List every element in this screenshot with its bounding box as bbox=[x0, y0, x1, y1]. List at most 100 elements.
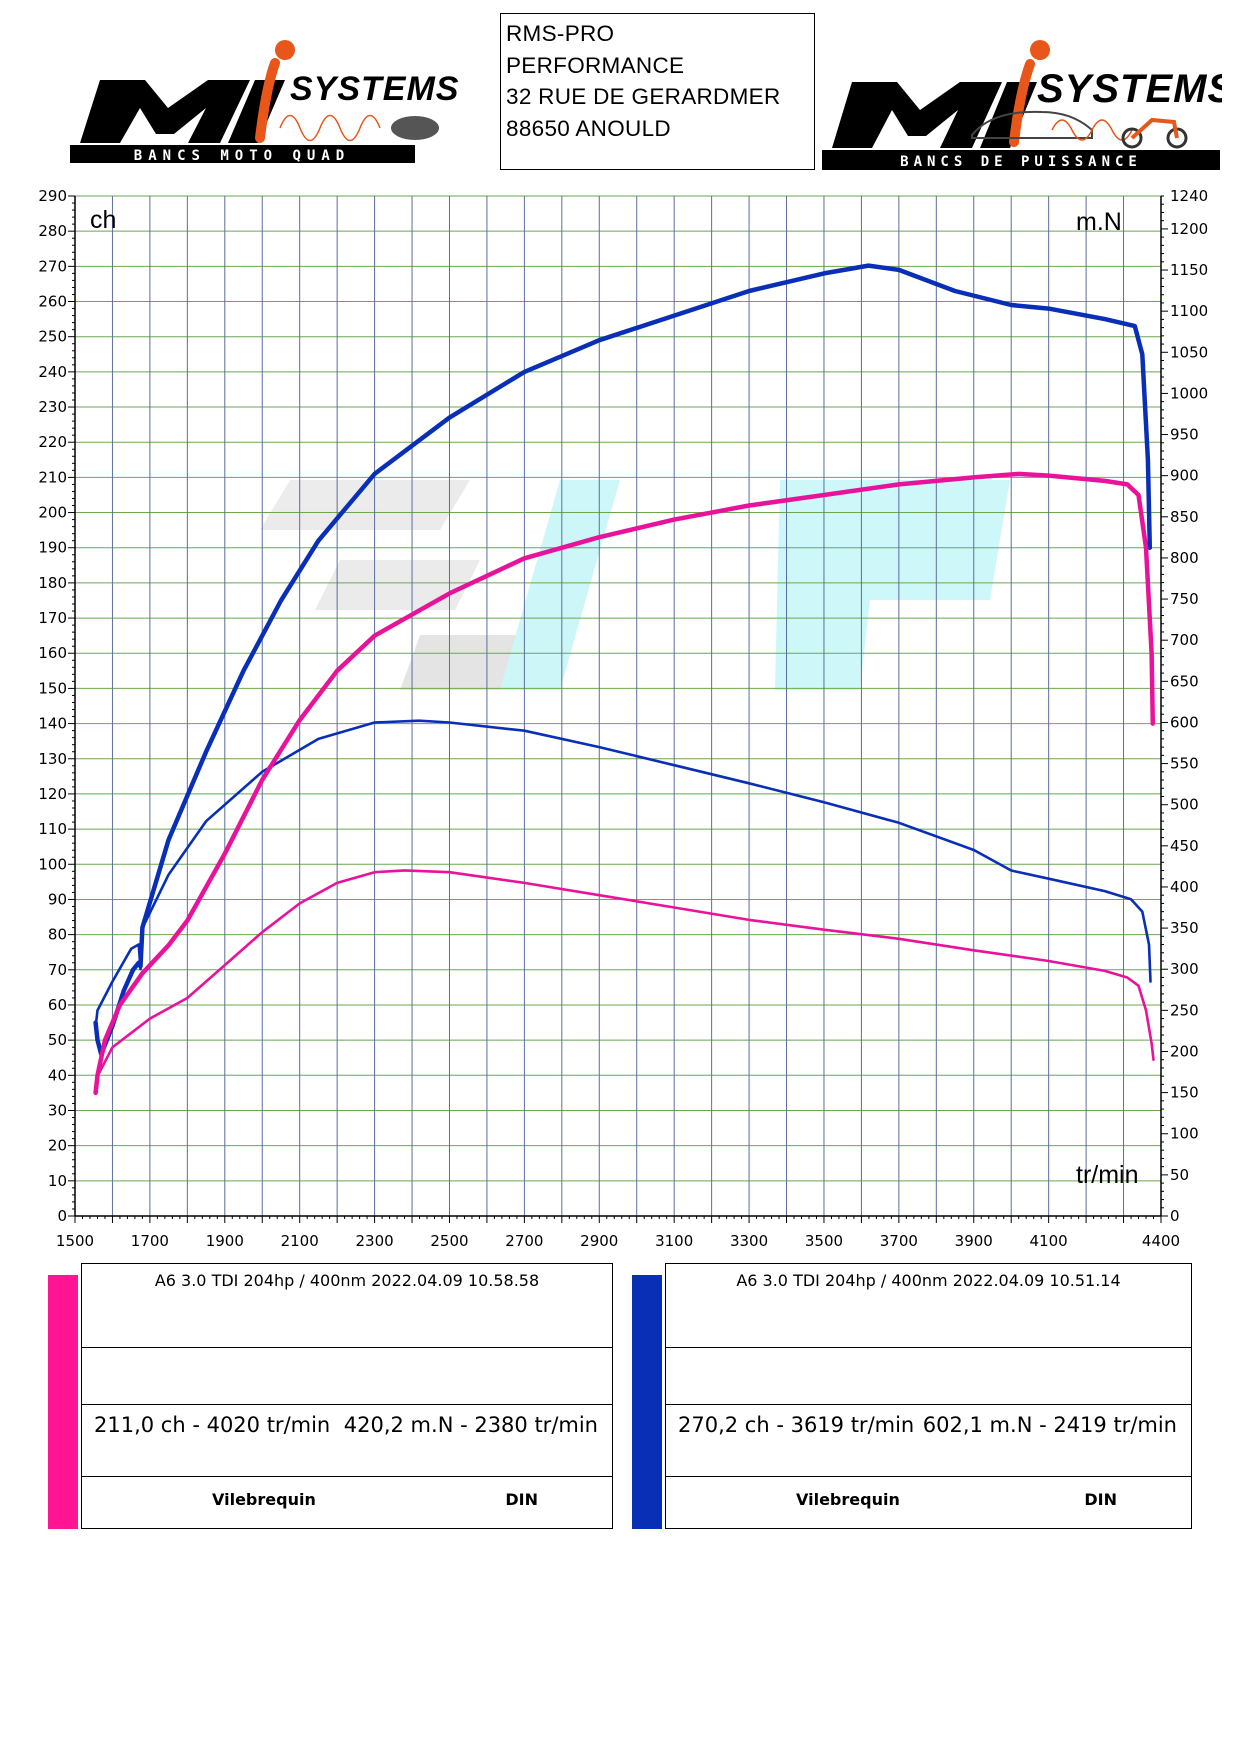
run-color-swatch bbox=[632, 1275, 662, 1529]
address-line-1: RMS-PRO bbox=[506, 21, 615, 46]
right-tick-label: 1200 bbox=[1170, 220, 1208, 238]
left-tick-label: 100 bbox=[38, 855, 67, 873]
x-tick-label: 3900 bbox=[955, 1232, 993, 1250]
right-tick-label: 600 bbox=[1170, 713, 1199, 731]
address-line-4: 88650 ANOULD bbox=[506, 115, 671, 141]
x-tick-label: 2700 bbox=[505, 1232, 543, 1250]
run-title: A6 3.0 TDI 204hp / 400nm 2022.04.09 10.5… bbox=[154, 1271, 540, 1290]
address-line-3: 32 RUE DE GERARDMER bbox=[506, 84, 781, 109]
divider bbox=[666, 1476, 1191, 1477]
right-tick-label: 1150 bbox=[1170, 261, 1208, 279]
right-tick-label: 200 bbox=[1170, 1042, 1199, 1060]
left-tick-label: 90 bbox=[48, 890, 67, 908]
right-tick-label: 800 bbox=[1170, 549, 1199, 567]
left-tick-label: 70 bbox=[48, 961, 67, 979]
left-tick-label: 290 bbox=[38, 187, 67, 205]
x-tick-label: 4100 bbox=[1030, 1232, 1068, 1250]
torque-curve-10.51.14 bbox=[94, 719, 1152, 1029]
chart-curves bbox=[93, 263, 1156, 1096]
divider bbox=[666, 1404, 1191, 1405]
left-axis-unit: ch bbox=[90, 206, 116, 234]
right-tick-label: 750 bbox=[1170, 590, 1199, 608]
right-tick-label: 1100 bbox=[1170, 302, 1208, 320]
run-panel-pink: A6 3.0 TDI 204hp / 400nm 2022.04.09 10.5… bbox=[48, 1263, 613, 1529]
left-tick-label: 220 bbox=[38, 433, 67, 451]
motorcycle-icon bbox=[1121, 117, 1188, 149]
right-tick-label: 950 bbox=[1170, 426, 1199, 444]
right-tick-label: 150 bbox=[1170, 1084, 1199, 1102]
right-tick-label: 1000 bbox=[1170, 384, 1208, 402]
measure-point: Vilebrequin bbox=[796, 1490, 900, 1509]
right-tick-label: 700 bbox=[1170, 631, 1199, 649]
left-tick-label: 260 bbox=[38, 293, 67, 311]
power-peak: 211,0 ch - 4020 tr/min bbox=[94, 1413, 331, 1437]
left-tick-label: 270 bbox=[38, 257, 67, 275]
address-line-2: PERFORMANCE bbox=[506, 52, 685, 78]
x-tick-label: 3500 bbox=[805, 1232, 843, 1250]
address-box: RMS-PRO PERFORMANCE 32 RUE DE GERARDMER … bbox=[500, 13, 815, 170]
left-tick-label: 130 bbox=[38, 750, 67, 768]
left-tick-label: 170 bbox=[38, 609, 67, 627]
x-tick-label: 1500 bbox=[56, 1232, 94, 1250]
right-tick-label: 450 bbox=[1170, 837, 1199, 855]
correction-norm: DIN bbox=[1084, 1490, 1117, 1509]
x-tick-label: 2300 bbox=[355, 1232, 393, 1250]
left-tick-label: 210 bbox=[38, 468, 67, 486]
x-axis-unit: tr/min bbox=[1076, 1161, 1139, 1189]
run-info-box: A6 3.0 TDI 204hp / 400nm 2022.04.09 10.5… bbox=[665, 1263, 1192, 1529]
x-tick-label: 2500 bbox=[430, 1232, 468, 1250]
right-tick-label: 350 bbox=[1170, 919, 1199, 937]
left-tick-label: 200 bbox=[38, 504, 67, 522]
x-tick-label: 2900 bbox=[580, 1232, 618, 1250]
chart-grid bbox=[74, 195, 1162, 1217]
left-tick-label: 280 bbox=[38, 222, 67, 240]
left-tick-label: 150 bbox=[38, 679, 67, 697]
measure-point: Vilebrequin bbox=[212, 1490, 316, 1509]
right-tick-label: 0 bbox=[1170, 1207, 1180, 1225]
power-peak: 270,2 ch - 3619 tr/min bbox=[678, 1413, 915, 1437]
left-tick-label: 20 bbox=[48, 1137, 67, 1155]
left-tick-label: 0 bbox=[57, 1207, 67, 1225]
correction-norm: DIN bbox=[505, 1490, 538, 1509]
x-tick-label: 3300 bbox=[730, 1232, 768, 1250]
divider bbox=[82, 1347, 612, 1348]
left-tick-label: 110 bbox=[38, 820, 67, 838]
right-tick-label: 1050 bbox=[1170, 343, 1208, 361]
left-tick-label: 180 bbox=[38, 574, 67, 592]
torque-peak: 420,2 m.N - 2380 tr/min bbox=[343, 1413, 598, 1437]
logo-wave bbox=[279, 114, 381, 142]
left-tick-label: 30 bbox=[48, 1101, 67, 1119]
right-tick-label: 650 bbox=[1170, 672, 1199, 690]
right-tick-label: 500 bbox=[1170, 796, 1199, 814]
left-tick-label: 140 bbox=[38, 715, 67, 733]
run-color-swatch bbox=[48, 1275, 78, 1529]
left-tick-label: 230 bbox=[38, 398, 67, 416]
left-tick-label: 120 bbox=[38, 785, 67, 803]
logo-systems-text: SYSTEMS bbox=[1037, 67, 1222, 111]
left-tick-label: 160 bbox=[38, 644, 67, 662]
right-tick-label: 300 bbox=[1170, 960, 1199, 978]
logo-systems-text: SYSTEMS bbox=[290, 70, 459, 108]
left-tick-label: 80 bbox=[48, 926, 67, 944]
logo-mi-letters bbox=[80, 40, 295, 143]
torque-curve-10.58.58 bbox=[94, 869, 1155, 1094]
x-tick-label: 1700 bbox=[131, 1232, 169, 1250]
x-tick-label: 3100 bbox=[655, 1232, 693, 1250]
run-panel-blue: A6 3.0 TDI 204hp / 400nm 2022.04.09 10.5… bbox=[632, 1263, 1192, 1529]
power-curve-10.51.14 bbox=[93, 263, 1153, 1057]
logo-tagline-bar bbox=[822, 150, 1220, 170]
left-tick-label: 250 bbox=[38, 328, 67, 346]
run-info-box: A6 3.0 TDI 204hp / 400nm 2022.04.09 10.5… bbox=[81, 1263, 613, 1529]
right-tick-label: 100 bbox=[1170, 1125, 1199, 1143]
logo-tagline: BANCS DE PUISSANCE bbox=[900, 154, 1142, 170]
x-tick-label: 3700 bbox=[880, 1232, 918, 1250]
run-title: A6 3.0 TDI 204hp / 400nm 2022.04.09 10.5… bbox=[736, 1271, 1121, 1290]
left-tick-label: 50 bbox=[48, 1031, 67, 1049]
left-tick-label: 10 bbox=[48, 1172, 67, 1190]
torque-peak: 602,1 m.N - 2419 tr/min bbox=[922, 1413, 1177, 1437]
chart-axes: 0 10 20 30 40 50 60 70 80 90 100 110 120 130 140 150 160… bbox=[38, 187, 1208, 1250]
divider bbox=[666, 1347, 1191, 1348]
mi-systems-moto-logo: SYSTEMS BANCS MOTO QUAD bbox=[70, 40, 459, 164]
dyno-chart: 0 10 20 30 40 50 60 70 80 90 100 110 120 130 140 150 160… bbox=[38, 187, 1208, 1250]
divider bbox=[82, 1404, 612, 1405]
